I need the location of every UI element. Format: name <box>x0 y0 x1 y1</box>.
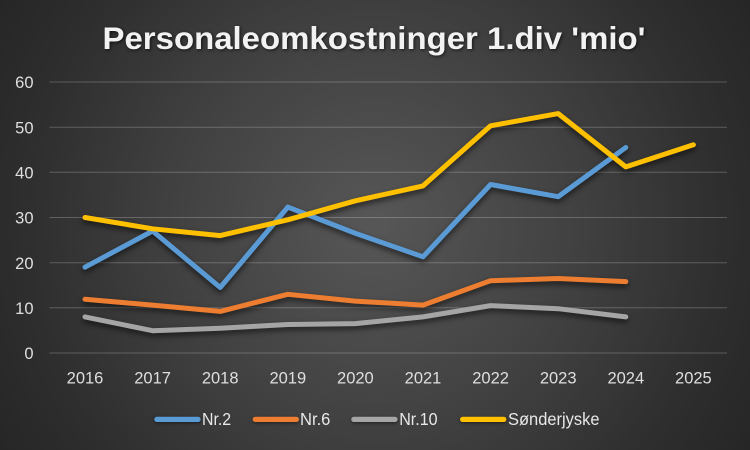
svg-text:10: 10 <box>15 300 33 318</box>
svg-text:2018: 2018 <box>202 370 239 388</box>
svg-text:Nr.10: Nr.10 <box>399 409 437 429</box>
svg-text:50: 50 <box>15 119 33 137</box>
svg-text:2021: 2021 <box>405 370 442 388</box>
svg-text:Nr.6: Nr.6 <box>300 409 330 429</box>
svg-text:40: 40 <box>15 165 33 183</box>
svg-text:2017: 2017 <box>134 370 171 388</box>
svg-text:2020: 2020 <box>337 370 374 388</box>
svg-text:2023: 2023 <box>540 370 577 388</box>
svg-text:2022: 2022 <box>472 370 509 388</box>
svg-text:20: 20 <box>15 255 33 273</box>
svg-text:2024: 2024 <box>607 370 644 388</box>
svg-text:Personaleomkostninger 1.div 'm: Personaleomkostninger 1.div 'mio' <box>103 20 646 56</box>
svg-text:60: 60 <box>15 74 33 92</box>
svg-text:2016: 2016 <box>67 370 104 388</box>
svg-text:2025: 2025 <box>675 370 712 388</box>
svg-text:Nr.2: Nr.2 <box>202 409 231 429</box>
svg-text:0: 0 <box>24 345 33 363</box>
svg-text:30: 30 <box>15 210 33 228</box>
svg-text:2019: 2019 <box>269 370 306 388</box>
svg-text:Sønderjyske: Sønderjyske <box>508 409 600 429</box>
